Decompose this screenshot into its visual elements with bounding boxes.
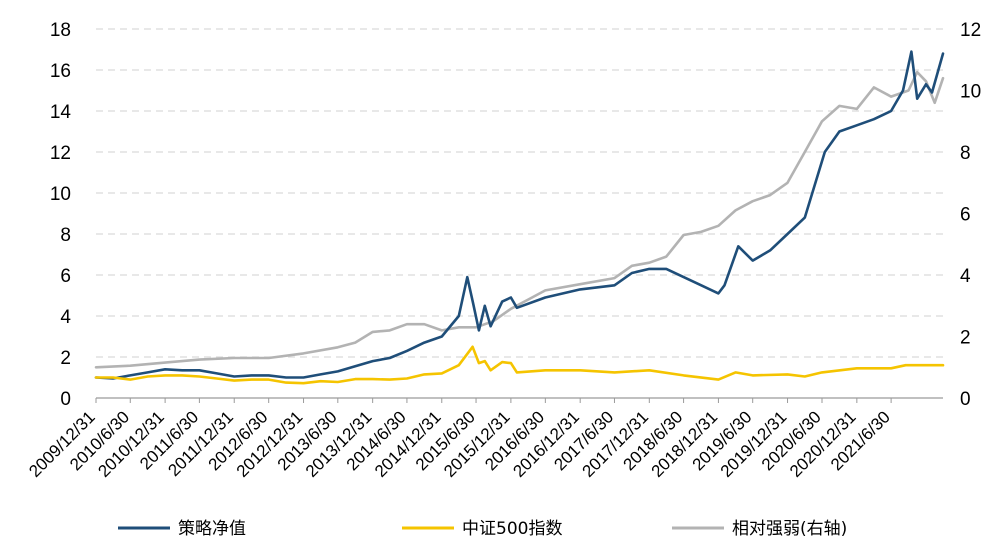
- left-y-tick-label: 4: [60, 307, 71, 328]
- series-line-1: [94, 50, 945, 380]
- left-y-tick-label: 2: [60, 348, 71, 369]
- left-y-tick-label: 0: [60, 389, 71, 410]
- right-y-tick-label: 12: [960, 20, 981, 41]
- legend-label: 策略净值: [178, 519, 246, 539]
- left-y-axis: 0 2 4 6 8 10 12 14 16 18: [50, 20, 72, 410]
- right-y-tick-label: 6: [960, 205, 971, 226]
- left-y-tick-label: 18: [50, 20, 71, 41]
- legend-label: 中证500指数: [462, 519, 562, 539]
- legend-label: 相对强弱(右轴): [732, 519, 847, 539]
- x-axis: 2009/12/312010/6/302010/12/312011/6/3020…: [25, 398, 894, 481]
- right-y-tick-label: 2: [960, 328, 971, 349]
- series-line-3: [94, 70, 945, 369]
- legend: 策略净值 中证500指数 相对强弱(右轴): [118, 519, 847, 539]
- series-line-2: [94, 345, 945, 385]
- left-y-tick-label: 16: [50, 61, 71, 82]
- left-y-tick-label: 8: [60, 225, 71, 246]
- left-y-tick-label: 14: [50, 102, 72, 123]
- left-y-tick-label: 12: [50, 143, 71, 164]
- right-y-tick-label: 10: [960, 82, 981, 103]
- right-y-axis: 0 2 4 6 8 10 12: [960, 20, 981, 410]
- right-y-tick-label: 0: [960, 389, 971, 410]
- left-y-tick-label: 6: [60, 266, 71, 287]
- right-y-tick-label: 8: [960, 143, 971, 164]
- left-y-tick-label: 10: [50, 184, 71, 205]
- gridlines: [96, 28, 943, 358]
- right-y-tick-label: 4: [960, 266, 971, 287]
- series-lines: [94, 50, 945, 385]
